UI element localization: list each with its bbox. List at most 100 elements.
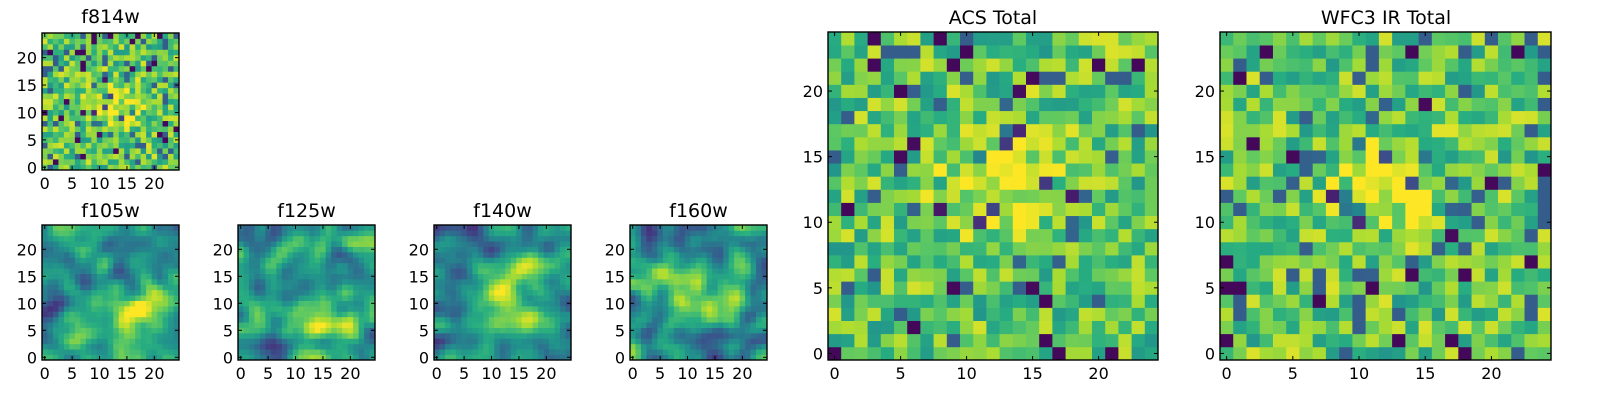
heatmap-cell	[635, 284, 642, 291]
heatmap-cell	[69, 76, 76, 83]
heatmap-cell	[168, 131, 174, 138]
heatmap-cell	[69, 159, 76, 165]
heatmap-cell	[1131, 45, 1146, 59]
heatmap-cell	[58, 120, 65, 127]
heatmap-cell	[728, 284, 735, 291]
heatmap-cell	[701, 300, 708, 307]
heatmap-cell	[364, 343, 370, 350]
heatmap-cell	[314, 273, 321, 280]
heatmap-cell	[118, 71, 125, 78]
heatmap-cell	[538, 257, 544, 264]
heatmap-cell	[728, 273, 735, 280]
heatmap-cell	[1039, 110, 1053, 125]
heatmap-cell	[880, 307, 895, 321]
heatmap-cell	[635, 262, 642, 269]
heatmap-cell	[325, 311, 332, 318]
heatmap-cell	[1325, 281, 1340, 295]
heatmap-cell	[1012, 215, 1027, 230]
heatmap-cell	[854, 215, 868, 230]
heatmap-cell	[162, 115, 169, 122]
heatmap-cell	[243, 349, 250, 355]
heatmap-cell	[1352, 84, 1366, 98]
heatmap-cell	[554, 338, 561, 345]
heatmap-cell	[162, 49, 169, 56]
heatmap-cell	[1131, 215, 1146, 230]
heatmap-cell	[107, 87, 114, 94]
heatmap-cell	[1405, 58, 1419, 72]
heatmap-cell	[1405, 32, 1419, 46]
heatmap-cell	[358, 327, 365, 334]
heatmap-cell	[102, 115, 109, 122]
heatmap-cell	[920, 97, 934, 112]
heatmap-cell	[946, 189, 961, 203]
heatmap-cell	[96, 349, 103, 355]
heatmap-cell	[532, 268, 539, 274]
heatmap-cell	[477, 230, 484, 237]
heatmap-cell	[527, 333, 533, 339]
heatmap-cell	[1246, 189, 1261, 203]
heatmap-cell	[1259, 123, 1274, 138]
heatmap-cell	[276, 279, 283, 285]
heatmap-cell	[477, 246, 484, 253]
heatmap-cell	[657, 306, 664, 312]
heatmap-cell	[854, 136, 868, 151]
heatmap-cell	[173, 65, 180, 72]
heatmap-cell	[1092, 189, 1106, 203]
heatmap-cell	[505, 279, 512, 285]
heatmap-cell	[107, 159, 114, 165]
heatmap-cell	[168, 316, 174, 323]
heatmap-cell	[85, 43, 92, 50]
heatmap-cell	[554, 311, 561, 318]
heatmap-cell	[292, 284, 299, 291]
heatmap-cell	[157, 82, 163, 89]
heatmap-cell	[124, 159, 131, 165]
heatmap-cell	[173, 311, 180, 318]
heatmap-cell	[157, 354, 163, 361]
heatmap-cell	[668, 354, 675, 361]
heatmap-cell	[146, 148, 152, 154]
heatmap-cell	[102, 43, 109, 50]
heatmap-cell	[439, 306, 446, 312]
heatmap-cell	[1012, 32, 1027, 46]
heatmap-cell	[298, 354, 305, 361]
heatmap-cell	[466, 289, 473, 296]
heatmap-cell	[527, 257, 533, 264]
heatmap-cell	[157, 164, 163, 171]
heatmap-cell	[173, 98, 180, 105]
heatmap-cell	[679, 311, 686, 318]
heatmap-cell	[140, 131, 147, 138]
heatmap-cell	[107, 316, 114, 323]
heatmap-cell	[162, 262, 169, 269]
heatmap-cell	[532, 306, 539, 312]
heatmap-cell	[1511, 307, 1525, 321]
heatmap-cell	[1325, 84, 1340, 98]
heatmap-cell	[1431, 228, 1446, 243]
heatmap-cell	[325, 343, 332, 350]
heatmap-cell	[986, 346, 1000, 361]
heatmap-cell	[146, 98, 152, 105]
heatmap-cell	[342, 273, 348, 280]
heatmap-cell	[745, 252, 751, 258]
heatmap-cell	[243, 311, 250, 318]
heatmap-cell	[723, 311, 729, 318]
heatmap-cell	[499, 289, 506, 296]
heatmap-cell	[1220, 202, 1234, 217]
heatmap-cell	[521, 311, 528, 318]
heatmap-cell	[309, 289, 316, 296]
heatmap-cell	[706, 295, 713, 301]
heatmap-cell	[248, 257, 255, 264]
heatmap-cell	[107, 164, 114, 171]
heatmap-cell	[1418, 71, 1433, 85]
heatmap-cell	[254, 268, 261, 274]
heatmap-cell	[750, 262, 757, 269]
heatmap-cell	[657, 295, 664, 301]
heatmap-cell	[96, 295, 103, 301]
heatmap-cell	[828, 110, 842, 125]
heatmap-cell	[80, 268, 87, 274]
heatmap-cell	[173, 322, 180, 328]
heatmap-cell	[168, 246, 174, 253]
heatmap-cell	[63, 142, 70, 149]
heatmap-cell	[129, 230, 136, 237]
heatmap-cell	[472, 295, 479, 301]
heatmap-cell	[63, 38, 70, 45]
